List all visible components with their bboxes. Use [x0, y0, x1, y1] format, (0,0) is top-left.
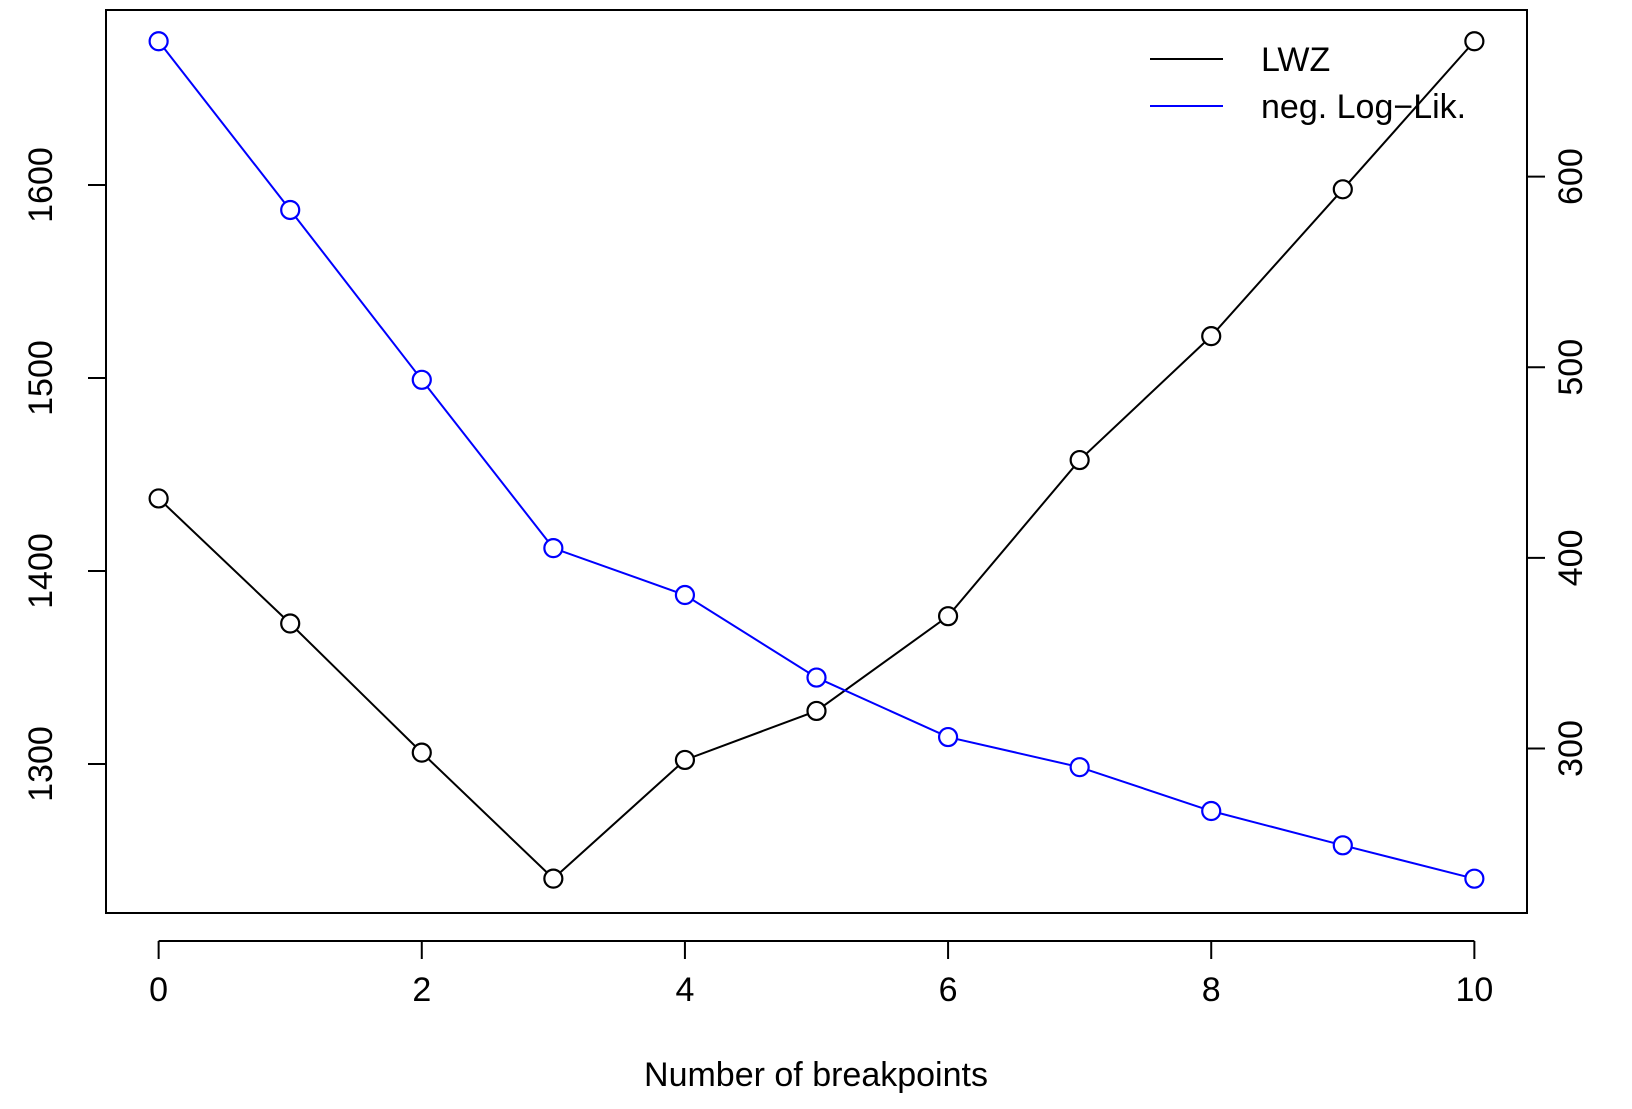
point	[543, 868, 564, 889]
x-tick-label: 2	[412, 971, 431, 1009]
x-tick-label: 4	[675, 971, 694, 1009]
y-tick-label: 1400	[22, 533, 60, 609]
point	[1069, 449, 1090, 471]
y2-tick-label: 500	[1552, 339, 1590, 396]
legend-label: LWZ	[1261, 41, 1330, 79]
point	[1332, 835, 1353, 856]
point	[674, 584, 696, 606]
point	[1201, 326, 1222, 347]
x-tick-label: 8	[1202, 971, 1221, 1009]
y2-tick-label: 400	[1552, 529, 1590, 586]
series-line	[157, 40, 1475, 880]
point	[1464, 868, 1485, 889]
point	[411, 369, 432, 390]
point	[1464, 31, 1485, 52]
point	[280, 613, 301, 634]
y-tick-label: 1500	[22, 340, 60, 416]
point	[1069, 757, 1090, 778]
x-axis-label: Number of breakpoints	[644, 1056, 988, 1094]
point	[543, 538, 564, 559]
y2-tick-label: 600	[1552, 148, 1590, 205]
point	[937, 726, 959, 748]
point	[1332, 179, 1353, 200]
plot-box	[105, 9, 1528, 914]
x-tick-label: 6	[939, 971, 958, 1009]
x-tick-label: 0	[149, 971, 168, 1009]
point	[411, 742, 432, 763]
point	[148, 31, 169, 52]
point	[806, 700, 827, 722]
point	[280, 199, 301, 221]
series-line	[157, 40, 1476, 881]
point	[148, 488, 169, 509]
x-tick-label: 10	[1455, 971, 1493, 1009]
point	[1201, 800, 1222, 822]
y-tick-label: 1600	[22, 147, 60, 223]
legend-label: neg. Log−Lik.	[1261, 88, 1466, 126]
point	[937, 606, 959, 627]
y2-tick-label: 300	[1552, 720, 1590, 777]
point	[674, 749, 696, 771]
point	[806, 667, 827, 688]
y-tick-label: 1300	[22, 726, 60, 802]
